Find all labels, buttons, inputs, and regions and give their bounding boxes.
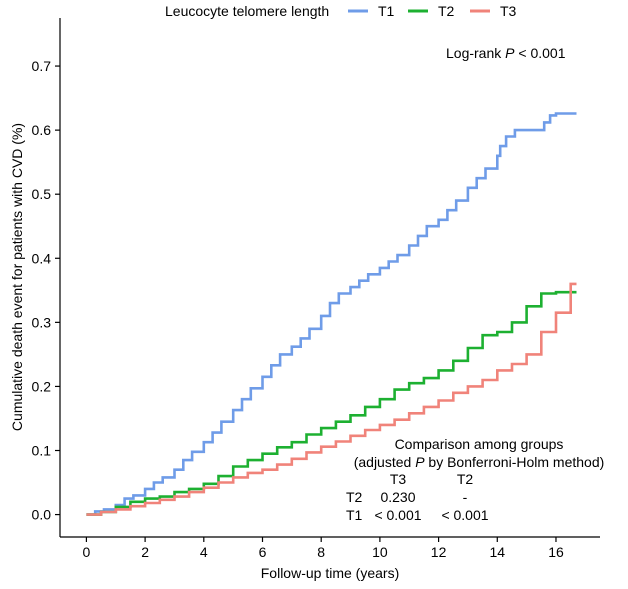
legend: Leucocyte telomere length T1 T2 T3 [165,3,517,19]
y-axis-title: Cumulative death event for patients with… [9,123,25,431]
comparison-cell-t1-t2: < 0.001 [441,507,488,523]
series-line-t1 [86,112,577,516]
y-tick-label: 0.7 [32,58,52,74]
comparison-col-header-t2: T2 [457,471,474,487]
x-tick-label: 2 [141,544,149,560]
logrank-p: P [505,45,515,61]
y-tick-label: 0.5 [32,186,52,202]
comparison-col-header-t3: T3 [390,471,407,487]
x-tick-label: 4 [200,544,208,560]
x-tick-label: 6 [259,544,267,560]
comparison-row-label-t1: T1 [346,507,363,523]
x-tick-label: 12 [431,544,447,560]
comparison-sub-p: P [415,454,425,470]
comparison-row-label-t2: T2 [346,489,363,505]
comparison-sub-suffix: by Bonferroni-Holm method) [425,454,605,470]
comparison-subtitle: (adjusted P by Bonferroni-Holm method) [354,454,605,470]
x-tick-label: 10 [372,544,388,560]
logrank-suffix: < 0.001 [515,45,566,61]
comparison-cell-t2-t2: - [463,489,468,505]
legend-label-t2: T2 [438,3,455,19]
y-tick-label: 0.1 [32,443,52,459]
legend-label-t1: T1 [378,3,395,19]
x-tick-label: 14 [489,544,505,560]
x-tick-label: 8 [317,544,325,560]
y-tick-label: 0.0 [32,507,52,523]
y-tick-label: 0.2 [32,378,52,394]
comparison-cell-t1-t3: < 0.001 [374,507,421,523]
comparison-title: Comparison among groups [395,436,564,452]
x-ticks: 0 2 4 6 8 10 12 14 16 [83,537,564,560]
y-ticks: 0.0 0.1 0.2 0.3 0.4 0.5 0.6 0.7 [32,58,60,523]
legend-title: Leucocyte telomere length [165,3,329,19]
comparison-cell-t2-t3: 0.230 [380,489,415,505]
x-tick-label: 16 [548,544,564,560]
legend-label-t3: T3 [500,3,517,19]
comparison-box: Comparison among groups (adjusted P by B… [346,436,604,523]
series-group [86,112,577,516]
y-tick-label: 0.6 [32,122,52,138]
logrank-prefix: Log-rank [446,45,505,61]
x-axis-title: Follow-up time (years) [261,565,399,581]
x-tick-label: 0 [83,544,91,560]
y-tick-label: 0.4 [32,250,52,266]
logrank-annotation: Log-rank P < 0.001 [446,45,566,61]
comparison-sub-prefix: (adjusted [354,454,415,470]
series-line-t3 [86,282,577,516]
series-line-t2 [86,290,577,516]
y-tick-label: 0.3 [32,314,52,330]
